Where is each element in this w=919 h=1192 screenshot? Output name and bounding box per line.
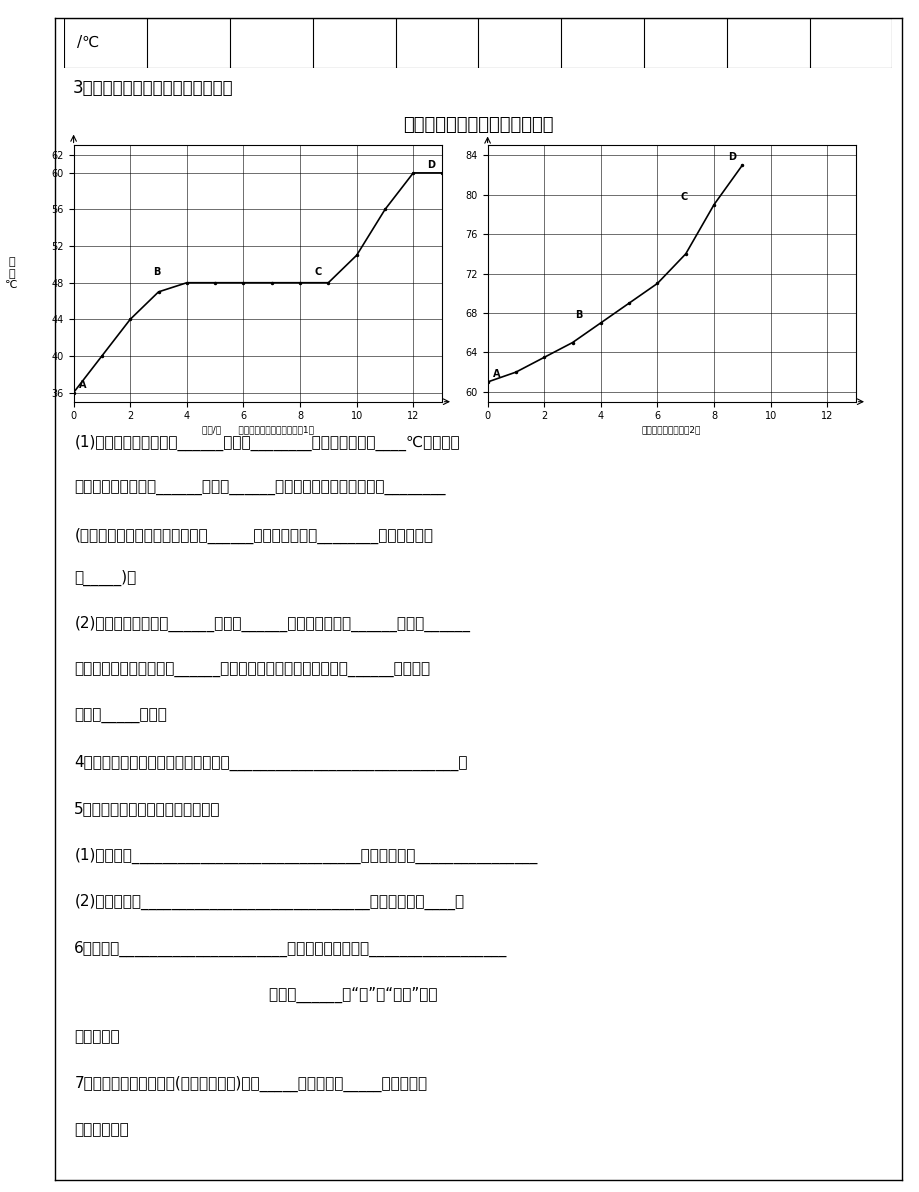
- Text: C: C: [679, 192, 686, 201]
- Text: 3、分析海波和蜡的熔化过程知道：: 3、分析海波和蜡的熔化过程知道：: [73, 79, 233, 98]
- Text: 【扩展提升】: 【扩展提升】: [74, 1122, 129, 1137]
- Text: B: B: [153, 267, 160, 278]
- X-axis label: 时间/分      硫代硫酸钠的熔化图像（图1）: 时间/分 硫代硫酸钠的熔化图像（图1）: [201, 426, 313, 435]
- Text: 温
度
℃: 温 度 ℃: [6, 257, 17, 290]
- Text: 6、燕点：______________________，晶体燕化的条件是__________________: 6、燕点：______________________，晶体燕化的条件是____…: [74, 940, 507, 957]
- Text: B: B: [574, 310, 582, 319]
- Text: (1)、晶体：______________________________，常见的如：________________: (1)、晶体：______________________________，常见…: [74, 848, 537, 864]
- Text: 燕化。燕化时，不断______，温度______；燕化后继续加热时，温度________: 燕化。燕化时，不断______，温度______；燕化后继续加热时，温度____…: [74, 482, 446, 496]
- Text: /℃: /℃: [77, 36, 99, 50]
- Text: A: A: [79, 380, 86, 390]
- Text: 7、查看几种物质的燕点(标准大气压下)：冰_____；固态水銀_____；固态酒精: 7、查看几种物质的燕点(标准大气压下)：冰_____；固态水銀_____；固态酒…: [74, 1076, 427, 1092]
- Text: 非晶体______（“有”或“没有”）确: 非晶体______（“有”或“没有”）确: [74, 987, 437, 1004]
- Text: (1)海波在燕化前，不断______，温度________；当温度上升到____℃时，开始: (1)海波在燕化前，不断______，温度________；当温度上升到____…: [74, 435, 460, 451]
- Text: 定的燕点。: 定的燕点。: [74, 1030, 119, 1044]
- Text: 4、师生共同分析得出晶体燕化的条件______________________________；: 4、师生共同分析得出晶体燕化的条件_______________________…: [74, 756, 468, 771]
- Text: 过程中_____热量）: 过程中_____热量）: [74, 709, 167, 724]
- Text: (2)、非晶体：______________________________，常见的如：____。: (2)、非晶体：______________________________，常…: [74, 894, 464, 911]
- Text: 5、分析可得出能将固体分为两类：: 5、分析可得出能将固体分为两类：: [74, 801, 221, 817]
- X-axis label: 松香的熔化图像（图2）: 松香的熔化图像（图2）: [641, 426, 700, 435]
- Text: D: D: [728, 153, 735, 162]
- Text: 根据实验中的数据描绘图像如下: 根据实验中的数据描绘图像如下: [403, 116, 553, 135]
- Text: D: D: [427, 160, 435, 170]
- Text: C: C: [314, 267, 321, 278]
- Text: 燕化后继续加热时，温度______；（换句话说：石蜡没有一定的______，在燕化: 燕化后继续加热时，温度______；（换句话说：石蜡没有一定的______，在燕…: [74, 663, 430, 677]
- Text: A: A: [493, 370, 500, 379]
- Text: (2)蜡在燕化前，不断______，温度______；燕化时，不断______，温度______: (2)蜡在燕化前，不断______，温度______；燕化时，不断______，…: [74, 616, 470, 633]
- Text: 持_____)。: 持_____)。: [74, 570, 136, 586]
- Text: (换句话说：海波在一定的温度下______，在燕化过程中________热量，温度保: (换句话说：海波在一定的温度下______，在燕化过程中________热量，温…: [74, 527, 433, 544]
